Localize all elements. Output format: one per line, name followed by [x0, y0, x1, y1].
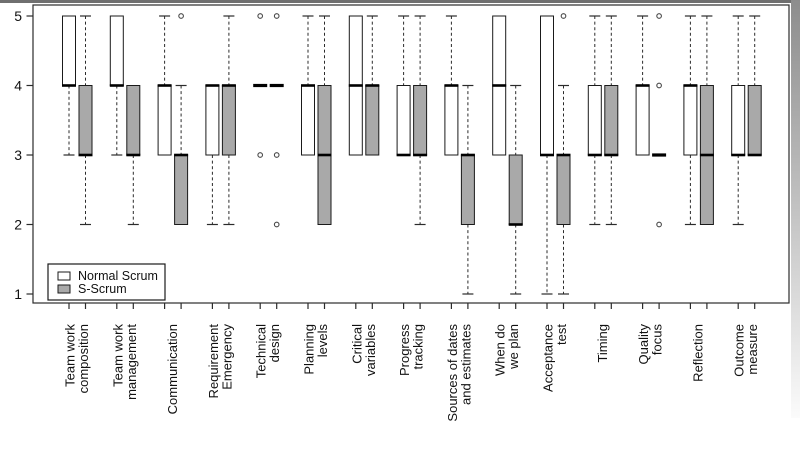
box-normal-scrum-quality-focus	[635, 85, 650, 156]
category-label-sources-of-dates-and-estimates-line1: Sources of dates	[445, 324, 460, 422]
category-label-progress-tracking-line1: Progress	[397, 324, 412, 377]
category-label-when-do-we-plan-line1: When do	[493, 324, 508, 376]
category-label-technical-design-line2: design	[267, 324, 282, 362]
category-label-critical-variables-line2: variables	[363, 324, 378, 377]
legend-swatch-normal-scrum	[57, 271, 71, 281]
y-tick-label-4: 4	[14, 78, 22, 94]
box-s-scrum-communication	[174, 154, 189, 225]
category-label-technical-design-line1: Technical	[254, 324, 269, 378]
category-label-timing-line1: Timing	[595, 324, 610, 363]
legend-box	[47, 263, 166, 301]
outlier-s-scrum-communication-5	[178, 13, 184, 19]
box-normal-scrum-sources-of-dates-and-estimates	[444, 85, 459, 156]
box-normal-scrum-timing	[587, 85, 602, 156]
box-s-scrum-team-work-composition	[78, 85, 93, 156]
outlier-s-scrum-technical-design-2	[273, 221, 280, 228]
box-s-scrum-outcome-measure	[747, 85, 762, 156]
category-label-when-do-we-plan-line2: we plan	[506, 324, 521, 370]
box-s-scrum-acceptance-test	[556, 154, 571, 225]
outlier-normal-scrum-technical-design-5	[257, 13, 264, 19]
y-tick-label-1: 1	[14, 286, 22, 302]
category-label-planning-levels-line2: levels	[315, 324, 330, 358]
y-tick-label-2: 2	[14, 217, 22, 233]
category-label-team-work-composition-line2: composition	[76, 324, 91, 393]
category-label-progress-tracking-line2: tracking	[411, 324, 426, 370]
category-group-timing: Timing	[587, 15, 619, 363]
window-right-edge	[791, 0, 800, 418]
box-normal-scrum-progress-tracking	[396, 85, 411, 156]
outlier-s-scrum-acceptance-test-5	[560, 13, 567, 19]
box-normal-scrum-planning-levels	[301, 85, 315, 156]
category-label-communication-line1: Communication	[165, 324, 180, 414]
outlier-s-scrum-quality-focus-5	[656, 13, 662, 19]
y-tick-label-5: 5	[14, 8, 22, 24]
window-top-edge	[0, 0, 800, 3]
box-normal-scrum-communication	[157, 85, 172, 156]
category-label-team-work-management-line2: management	[124, 324, 139, 400]
category-label-team-work-composition-line1: Team work	[63, 324, 78, 387]
outlier-s-scrum-quality-focus-2	[656, 221, 662, 228]
category-label-acceptance-test-line1: Acceptance	[541, 324, 556, 392]
box-s-scrum-timing	[604, 85, 619, 156]
category-label-quality-focus-line1: Quality	[636, 324, 651, 365]
category-label-sources-of-dates-and-estimates-line2: and estimates	[458, 324, 473, 405]
category-label-outcome-measure-line1: Outcome	[732, 324, 747, 377]
outlier-s-scrum-technical-design-5	[273, 13, 280, 19]
box-normal-scrum-team-work-management	[109, 15, 124, 86]
category-label-reflection-line1: Reflection	[691, 324, 706, 382]
category-label-requirement-emergency-line2: Emergency	[219, 324, 234, 390]
box-s-scrum-team-work-management	[126, 85, 141, 156]
box-normal-scrum-requirement-emergency	[205, 85, 220, 156]
category-label-team-work-management-line1: Team work	[110, 324, 125, 387]
category-label-outcome-measure-line2: measure	[745, 324, 760, 375]
category-label-quality-focus-line2: focus	[650, 324, 665, 356]
box-s-scrum-sources-of-dates-and-estimates	[460, 154, 475, 225]
box-normal-scrum-reflection	[683, 85, 698, 156]
outlier-s-scrum-quality-focus-4	[656, 82, 662, 89]
category-group-reflection: Reflection	[683, 15, 714, 382]
box-normal-scrum-outcome-measure	[731, 85, 746, 156]
box-s-scrum-requirement-emergency	[221, 85, 236, 156]
category-label-acceptance-test-line2: test	[554, 324, 569, 345]
outlier-normal-scrum-technical-design-3	[257, 152, 264, 158]
category-label-requirement-emergency-line1: Requirement	[206, 324, 221, 399]
category-label-critical-variables-line1: Critical	[349, 324, 364, 364]
category-group-communication: Communication	[157, 13, 189, 414]
box-normal-scrum-team-work-composition	[62, 15, 76, 86]
legend-swatch-s-scrum	[57, 284, 71, 294]
plot-border	[32, 4, 790, 304]
category-label-planning-levels-line1: Planning	[302, 324, 317, 375]
legend-label-normal-scrum: Normal Scrum	[78, 269, 158, 283]
legend-label-s-scrum: S-Scrum	[78, 282, 127, 296]
y-tick-label-3: 3	[14, 147, 22, 163]
outlier-s-scrum-technical-design-3	[273, 152, 280, 158]
box-s-scrum-progress-tracking	[413, 85, 428, 156]
box-normal-scrum-acceptance-test	[540, 15, 554, 156]
box-s-scrum-critical-variables	[365, 85, 380, 156]
box-s-scrum-when-do-we-plan	[508, 154, 523, 225]
